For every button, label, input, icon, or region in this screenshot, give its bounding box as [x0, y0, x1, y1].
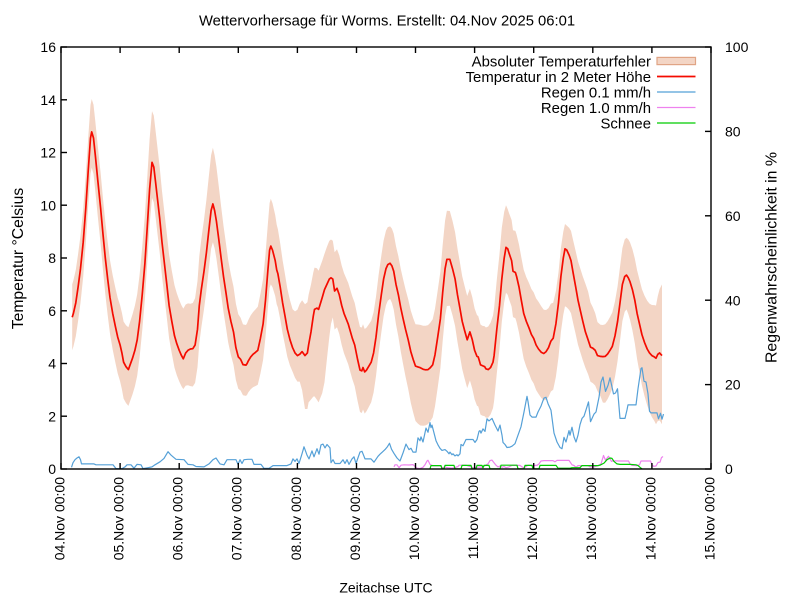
svg-text:4: 4	[48, 356, 56, 372]
svg-text:09.Nov 00:00: 09.Nov 00:00	[347, 477, 363, 560]
svg-text:12.Nov 00:00: 12.Nov 00:00	[524, 477, 540, 560]
svg-text:40: 40	[725, 292, 741, 308]
svg-text:0: 0	[725, 461, 733, 477]
svg-text:60: 60	[725, 208, 741, 224]
svg-text:Temperatur °Celsius: Temperatur °Celsius	[10, 188, 27, 330]
svg-text:8: 8	[48, 250, 56, 266]
svg-text:16: 16	[40, 39, 56, 55]
svg-text:11.Nov 00:00: 11.Nov 00:00	[465, 477, 481, 559]
svg-text:Regen 0.1 mm/h: Regen 0.1 mm/h	[541, 85, 651, 101]
svg-text:06.Nov 00:00: 06.Nov 00:00	[170, 477, 186, 560]
svg-text:05.Nov 00:00: 05.Nov 00:00	[111, 477, 127, 560]
svg-text:04.Nov 00:00: 04.Nov 00:00	[51, 477, 67, 560]
svg-text:Zeitachse UTC: Zeitachse UTC	[339, 580, 432, 596]
svg-text:14: 14	[40, 92, 56, 108]
svg-text:Regenwahrscheinlichkeit in %: Regenwahrscheinlichkeit in %	[764, 152, 781, 363]
svg-text:10.Nov 00:00: 10.Nov 00:00	[406, 477, 422, 560]
svg-text:10: 10	[40, 197, 56, 213]
svg-text:Wettervorhersage für Worms. Er: Wettervorhersage für Worms. Erstellt: 04…	[199, 14, 575, 30]
svg-text:Regen 1.0 mm/h: Regen 1.0 mm/h	[541, 101, 651, 117]
svg-text:08.Nov 00:00: 08.Nov 00:00	[288, 477, 304, 560]
svg-text:Absoluter Temperaturfehler: Absoluter Temperaturfehler	[472, 54, 651, 70]
svg-text:Schnee: Schnee	[600, 116, 651, 132]
svg-text:100: 100	[725, 39, 749, 55]
svg-text:12: 12	[40, 145, 56, 161]
svg-text:15.Nov 00:00: 15.Nov 00:00	[701, 477, 717, 560]
svg-text:0: 0	[48, 461, 56, 477]
svg-text:07.Nov 00:00: 07.Nov 00:00	[229, 477, 245, 560]
svg-text:Temperatur in 2 Meter Höhe: Temperatur in 2 Meter Höhe	[466, 70, 651, 86]
svg-text:14.Nov 00:00: 14.Nov 00:00	[642, 477, 658, 560]
svg-text:20: 20	[725, 377, 741, 393]
svg-text:13.Nov 00:00: 13.Nov 00:00	[583, 477, 599, 560]
svg-text:6: 6	[48, 303, 56, 319]
svg-text:2: 2	[48, 408, 56, 424]
svg-text:80: 80	[725, 124, 741, 140]
